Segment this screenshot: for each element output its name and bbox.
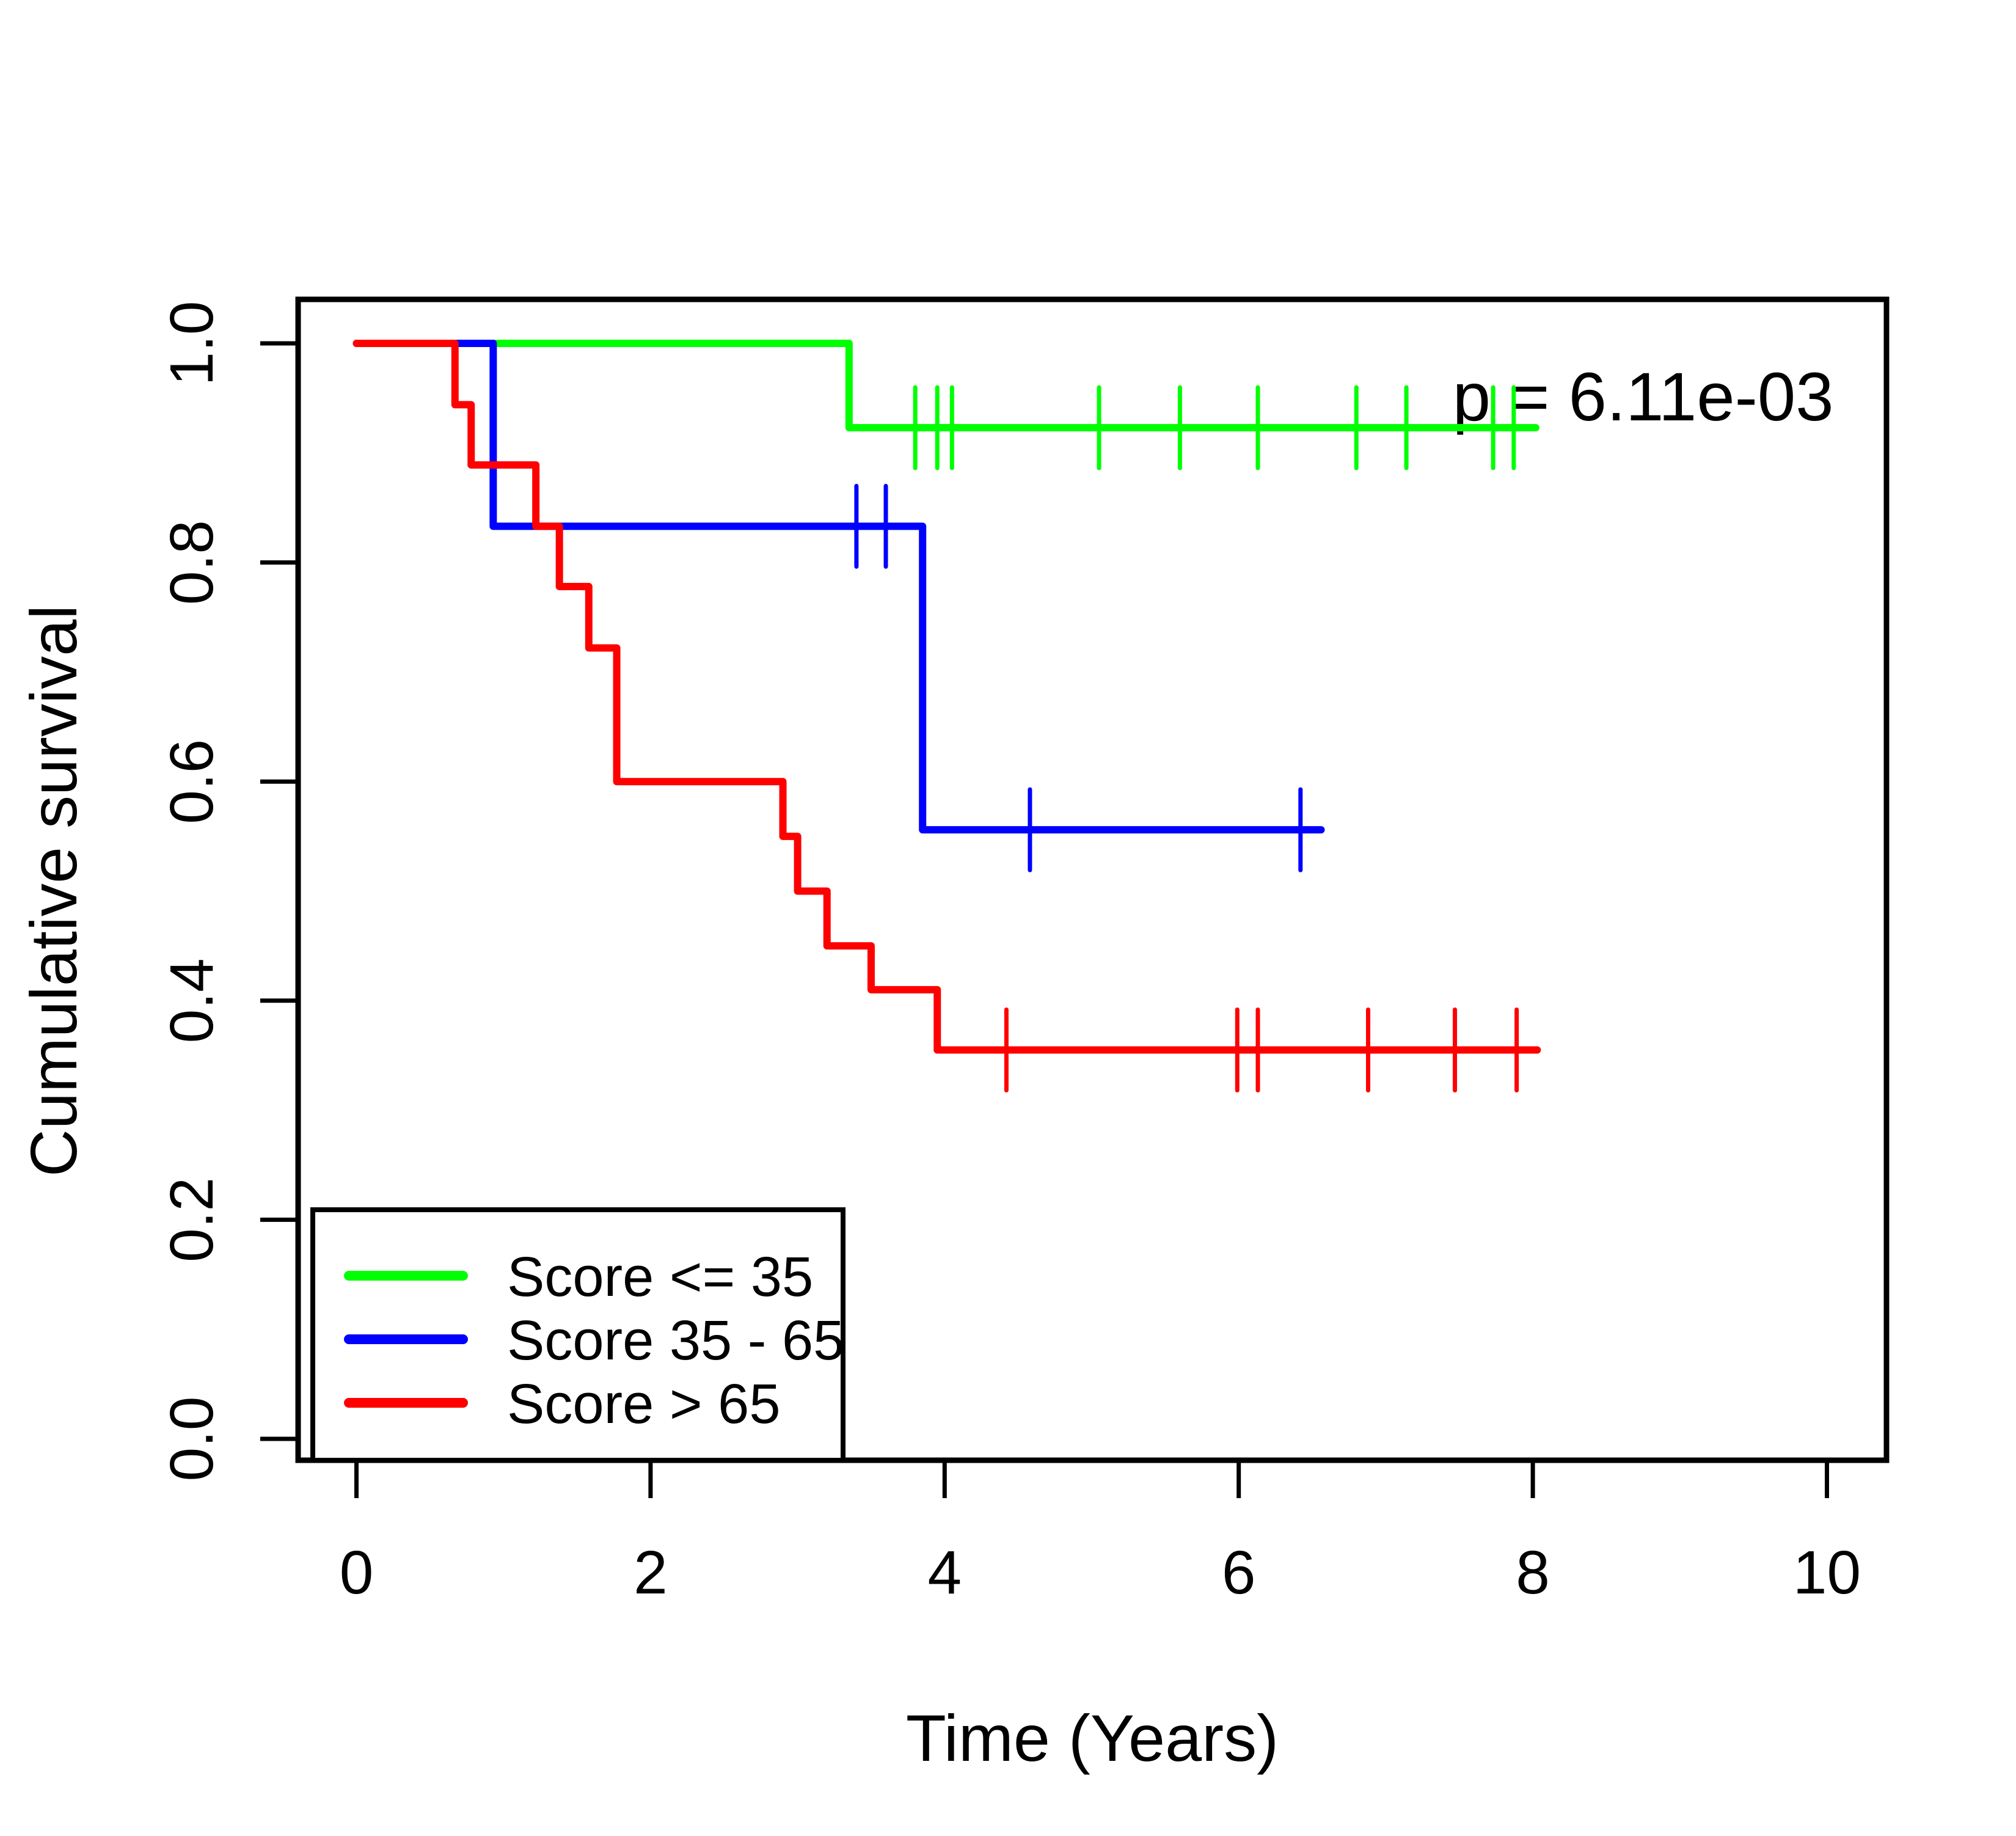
y-axis-tick-label: 0.8: [158, 520, 226, 605]
survival-curve-score-gt-65: [352, 340, 1541, 1054]
series-score-gt-65: [352, 340, 1541, 1092]
y-axis-tick-label: 0.0: [158, 1396, 226, 1481]
x-axis-tick-label: 2: [634, 1538, 668, 1607]
y-axis: 0.0 0.2 0.4 0.6 0.8 1.0: [158, 301, 298, 1482]
series-score-le-35: [352, 340, 1539, 470]
x-axis: 0 2 4 6 8 10: [340, 1460, 1861, 1607]
y-axis-tick-label: 1.0: [158, 301, 226, 386]
x-axis-tick-label: 0: [340, 1538, 374, 1607]
legend-label-score-le-35: Score <= 35: [507, 1246, 813, 1308]
x-axis-title: Time (Years): [906, 1701, 1279, 1775]
y-axis-tick-label: 0.4: [158, 958, 226, 1043]
y-axis-title: Cumulative survival: [16, 605, 90, 1177]
x-axis-tick-label: 4: [927, 1538, 962, 1607]
x-axis-tick-label: 6: [1222, 1538, 1256, 1607]
y-axis-tick-label: 0.6: [158, 739, 226, 824]
y-axis-tick-label: 0.2: [158, 1177, 226, 1262]
plot-box: [295, 296, 1890, 1463]
survival-curve-score-le-35: [352, 340, 1539, 432]
x-axis-tick-label: 10: [1793, 1538, 1861, 1607]
series-score-35-65: [352, 340, 1325, 872]
x-axis-tick-label: 8: [1516, 1538, 1550, 1607]
legend-label-score-35-65: Score 35 - 65: [507, 1309, 844, 1372]
p-value-annotation: p = 6.11e-03: [1453, 359, 1834, 435]
legend-label-score-gt-65: Score > 65: [507, 1373, 781, 1435]
survival-curve-score-35-65: [352, 340, 1325, 834]
